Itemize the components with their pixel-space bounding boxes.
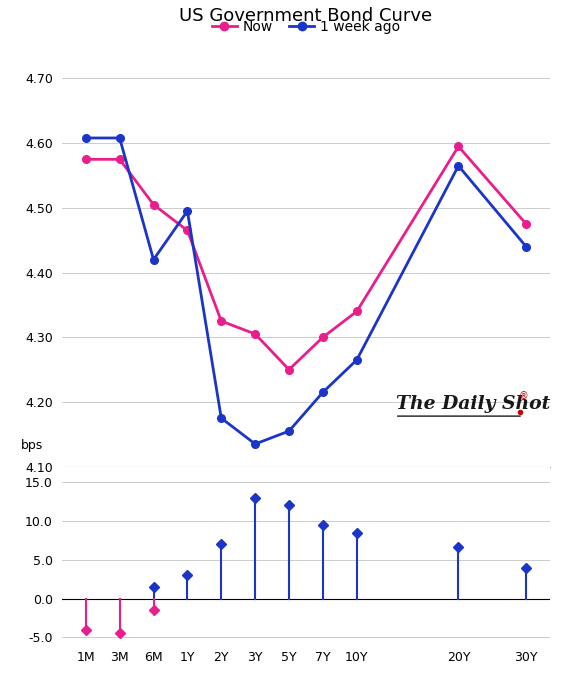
Title: US Government Bond Curve: US Government Bond Curve: [179, 7, 433, 25]
Text: ®: ®: [518, 391, 528, 401]
Text: The Daily Shot: The Daily Shot: [396, 395, 550, 413]
Text: bps: bps: [20, 439, 43, 453]
Legend: Now, 1 week ago: Now, 1 week ago: [206, 15, 406, 39]
